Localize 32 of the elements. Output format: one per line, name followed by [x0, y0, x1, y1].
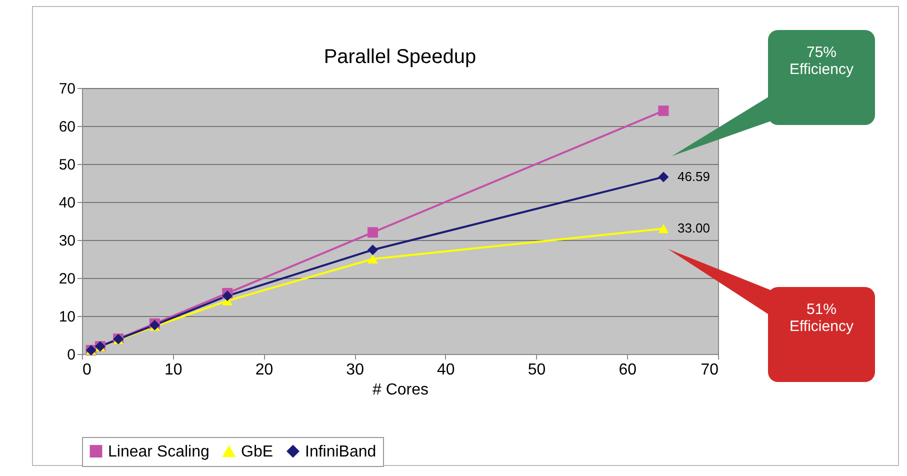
x-tick-label: 70: [700, 362, 719, 378]
legend-label: InfiniBand: [305, 443, 376, 460]
legend-label: Linear Scaling: [108, 443, 210, 460]
text: 75% Efficiency: [768, 30, 875, 125]
x-tick-label: 40: [437, 362, 455, 378]
y-tick-label: 10: [58, 308, 76, 326]
point: [368, 254, 378, 264]
data-label: 33.00: [677, 220, 710, 236]
point: [658, 172, 669, 182]
point: [658, 224, 669, 234]
y-tick-label: 50: [58, 156, 76, 174]
point: [658, 106, 669, 116]
y-tick-label: 0: [67, 346, 76, 364]
x-tick-label: 60: [618, 362, 637, 378]
x-tick-label: 10: [164, 362, 182, 378]
x-tick-label: 30: [346, 362, 364, 378]
x-tick-label: 0: [82, 362, 92, 378]
x-axis-title: # Cores: [372, 382, 429, 398]
point: [222, 290, 233, 302]
y-tick-label: 60: [58, 118, 76, 136]
x-tick-label: 20: [255, 362, 274, 378]
y-tick-label: 40: [58, 194, 76, 212]
point: [368, 227, 378, 238]
x-tick-label: 50: [528, 362, 546, 378]
text: 51% Efficiency: [768, 287, 875, 382]
y-tick-label: 30: [58, 232, 76, 250]
chart-title: Parallel Speedup: [324, 46, 476, 68]
legend-label: GbE: [241, 444, 274, 460]
data-label: 46.59: [677, 168, 710, 184]
y-tick-label: 70: [58, 80, 76, 98]
y-tick-label: 20: [58, 270, 76, 288]
point: [368, 244, 378, 256]
